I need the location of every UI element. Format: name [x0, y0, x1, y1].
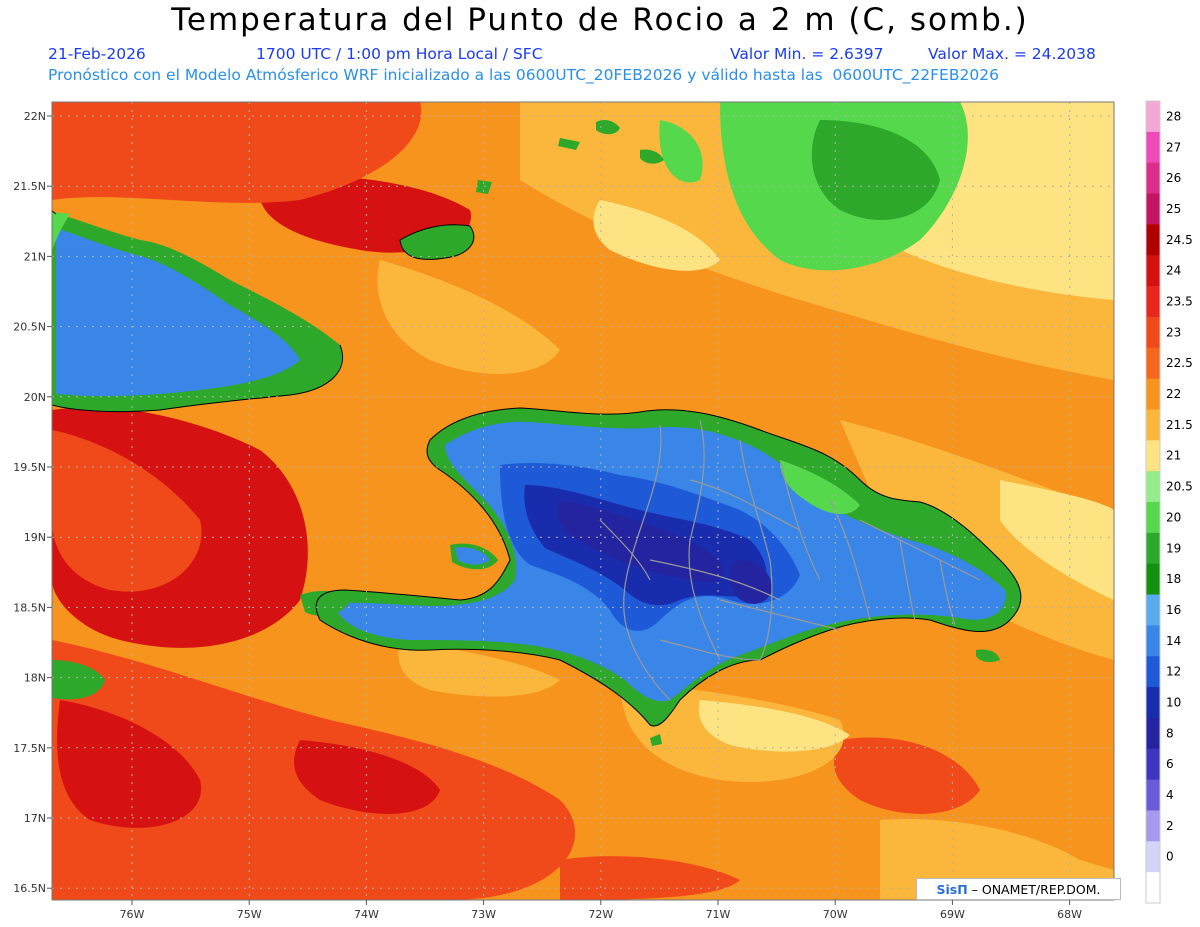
political-borders: [599, 419, 981, 701]
colorbar-swatch: [1146, 131, 1160, 164]
lon-label: 69W: [940, 908, 965, 921]
sispi-logo: SisΠ: [936, 881, 968, 897]
lat-lon-grid: [52, 102, 1114, 900]
longitude-axis: 76W 75W 74W 73W 72W 71W 70W 69W 68W: [120, 900, 1082, 921]
colorbar-label: 20.5: [1166, 480, 1193, 494]
map-title: Temperatura del Punto de Rocio a 2 m (C,…: [171, 2, 1029, 38]
lon-label: 68W: [1057, 908, 1082, 921]
ocean-green-zones: [593, 102, 968, 271]
colorbar-label: 23.5: [1166, 295, 1193, 309]
colorbar-swatch: [1146, 409, 1160, 441]
colorbar-label: 0: [1166, 850, 1174, 864]
colorbar-frame: [1145, 100, 1161, 904]
colorbar-label: 28: [1166, 109, 1181, 123]
colorbar-label: 14: [1166, 634, 1181, 648]
coastline: [52, 210, 1022, 727]
colorbar-swatch: [1146, 656, 1160, 688]
lon-label: 76W: [120, 908, 145, 921]
colorbar-label: 12: [1166, 665, 1181, 679]
model-info: Pronóstico con el Modelo Atmósferico WRF…: [48, 66, 999, 84]
colorbar-swatch: [1146, 193, 1160, 225]
colorbar-label: 22: [1166, 387, 1181, 401]
colorbar-swatch: [1146, 563, 1160, 596]
colorbar-swatch: [1146, 872, 1160, 904]
latitude-axis: 22N 21.5N 21N 20.5N 20N 19.5N 19N 18.5N 18N 17.5N…: [13, 110, 52, 895]
lat-label: 18.5N: [13, 601, 46, 614]
colorbar-label: 16: [1166, 603, 1181, 617]
lon-label: 75W: [237, 908, 262, 921]
map-frame: [51, 101, 1115, 901]
lat-label: 22N: [24, 110, 46, 123]
colorbar-swatch: [1146, 224, 1160, 256]
colorbar-label: 24.5: [1166, 233, 1193, 247]
lon-label: 71W: [706, 908, 731, 921]
colorbar-swatch: [1146, 532, 1160, 565]
bahamas-islands: [400, 120, 664, 260]
colorbar-swatch: [1146, 625, 1160, 657]
colorbar-swatch: [1146, 841, 1160, 873]
max-value: Valor Max. = 24.2038: [928, 45, 1096, 63]
forecast-date: 21-Feb-2026: [48, 45, 146, 63]
credit-box: SisΠ – ONAMET/REP.DOM.: [916, 878, 1121, 900]
lat-label: 17.5N: [13, 742, 46, 755]
colorbar-swatch: [1146, 440, 1160, 472]
min-value: Valor Min. = 2.6397: [730, 45, 884, 63]
dewpoint-map: 22N 21.5N 21N 20.5N 20N 19.5N 19N 18.5N 18N 17.5N…: [13, 100, 1193, 921]
colorbar-label: 19: [1166, 541, 1181, 555]
colorbar-swatch: [1146, 717, 1160, 750]
lon-label: 73W: [471, 908, 496, 921]
colorbar-swatch: [1146, 286, 1160, 318]
lat-label: 16.5N: [13, 882, 46, 895]
colorbar-swatch: [1146, 687, 1160, 719]
colorbar-swatch: [1146, 748, 1160, 781]
colorbar-label: 21: [1166, 449, 1181, 463]
lat-label: 17N: [24, 812, 46, 825]
ocean-warm-zones: [52, 102, 980, 900]
colorbar-swatch: [1146, 810, 1160, 842]
colorbar-swatch: [1146, 101, 1160, 133]
colorbar-label: 10: [1166, 696, 1181, 710]
colorbar-swatch: [1146, 502, 1160, 534]
colorbar-label: 25: [1166, 202, 1181, 216]
colorbar-swatch: [1146, 471, 1160, 503]
colorbar-swatch: [1146, 316, 1160, 349]
colorbar-label: 22.5: [1166, 356, 1193, 370]
hispaniola-island: [300, 408, 1021, 746]
colorbar-swatch: [1146, 347, 1160, 380]
credit-text: – ONAMET/REP.DOM.: [967, 881, 1101, 897]
lat-label: 21N: [24, 250, 46, 263]
colorbar-label: 6: [1166, 757, 1174, 771]
colorbar-label: 18: [1166, 572, 1181, 586]
lat-label: 18N: [24, 672, 46, 685]
cuba-island: [52, 212, 343, 700]
colorbar-label: 2: [1166, 819, 1174, 833]
map-plot-area: [52, 102, 1114, 900]
colorbar-label: 8: [1166, 726, 1174, 740]
forecast-time: 1700 UTC / 1:00 pm Hora Local / SFC: [256, 45, 543, 63]
colorbar-swatch: [1146, 162, 1160, 195]
lat-label: 21.5N: [13, 180, 46, 193]
lat-label: 19.5N: [13, 461, 46, 474]
colorbar-swatch: [1146, 779, 1160, 811]
colorbar-label: 23: [1166, 325, 1181, 339]
colorbar-label: 24: [1166, 264, 1181, 278]
colorbar-label: 20: [1166, 510, 1181, 524]
lon-label: 74W: [354, 908, 379, 921]
lat-label: 19N: [24, 531, 46, 544]
colorbar-label: 26: [1166, 171, 1181, 185]
lat-label: 20N: [24, 391, 46, 404]
colorbar-label: 27: [1166, 140, 1181, 154]
lon-label: 70W: [823, 908, 848, 921]
colorbar-swatch: [1146, 378, 1160, 410]
colorbar-swatch: [1146, 255, 1160, 287]
lat-label: 20.5N: [13, 321, 46, 334]
colorbar-label: 4: [1166, 788, 1174, 802]
colorbar-legend: 2827262524.52423.52322.52221.52120.52019…: [1145, 100, 1193, 904]
colorbar-label: 21.5: [1166, 418, 1193, 432]
colorbar-swatch: [1146, 594, 1160, 626]
lon-label: 72W: [588, 908, 613, 921]
